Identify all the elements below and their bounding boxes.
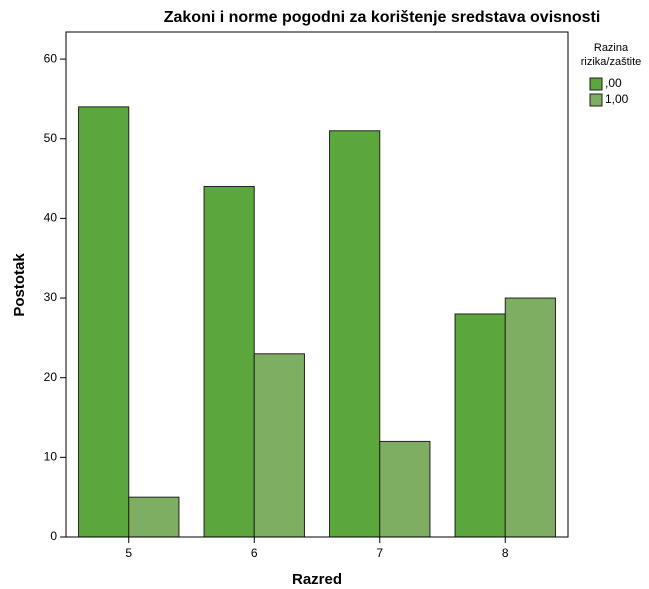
legend-title: Razina — [594, 42, 629, 54]
legend-title: rizika/zaštite — [581, 56, 642, 68]
x-tick-label: 5 — [125, 546, 132, 560]
bar — [504, 297, 556, 538]
x-tick-label: 8 — [502, 546, 509, 560]
chart-title: Zakoni i norme pogodni za korištenje sre… — [164, 9, 601, 26]
bar — [78, 106, 130, 538]
x-tick-label: 7 — [376, 546, 383, 560]
legend-swatch — [589, 77, 603, 91]
x-tick-label: 6 — [251, 546, 258, 560]
y-tick-label: 50 — [44, 131, 58, 145]
bar — [379, 440, 431, 538]
plot-frame — [65, 31, 569, 538]
y-tick-label: 0 — [50, 529, 57, 543]
y-tick-label: 60 — [44, 51, 58, 65]
y-tick-label: 30 — [44, 290, 58, 304]
bar — [253, 353, 305, 538]
bar — [329, 130, 381, 538]
legend-swatch — [589, 93, 603, 107]
y-tick-label: 20 — [44, 370, 58, 384]
legend-label: 1,00 — [605, 92, 629, 106]
bar — [203, 186, 255, 538]
y-tick-label: 10 — [44, 450, 58, 464]
bar — [454, 313, 506, 538]
x-axis-label: Razred — [292, 571, 342, 588]
bar — [128, 496, 180, 538]
y-axis-label: Postotak — [11, 253, 28, 317]
y-tick-label: 40 — [44, 211, 58, 225]
legend-label: ,00 — [605, 76, 622, 90]
